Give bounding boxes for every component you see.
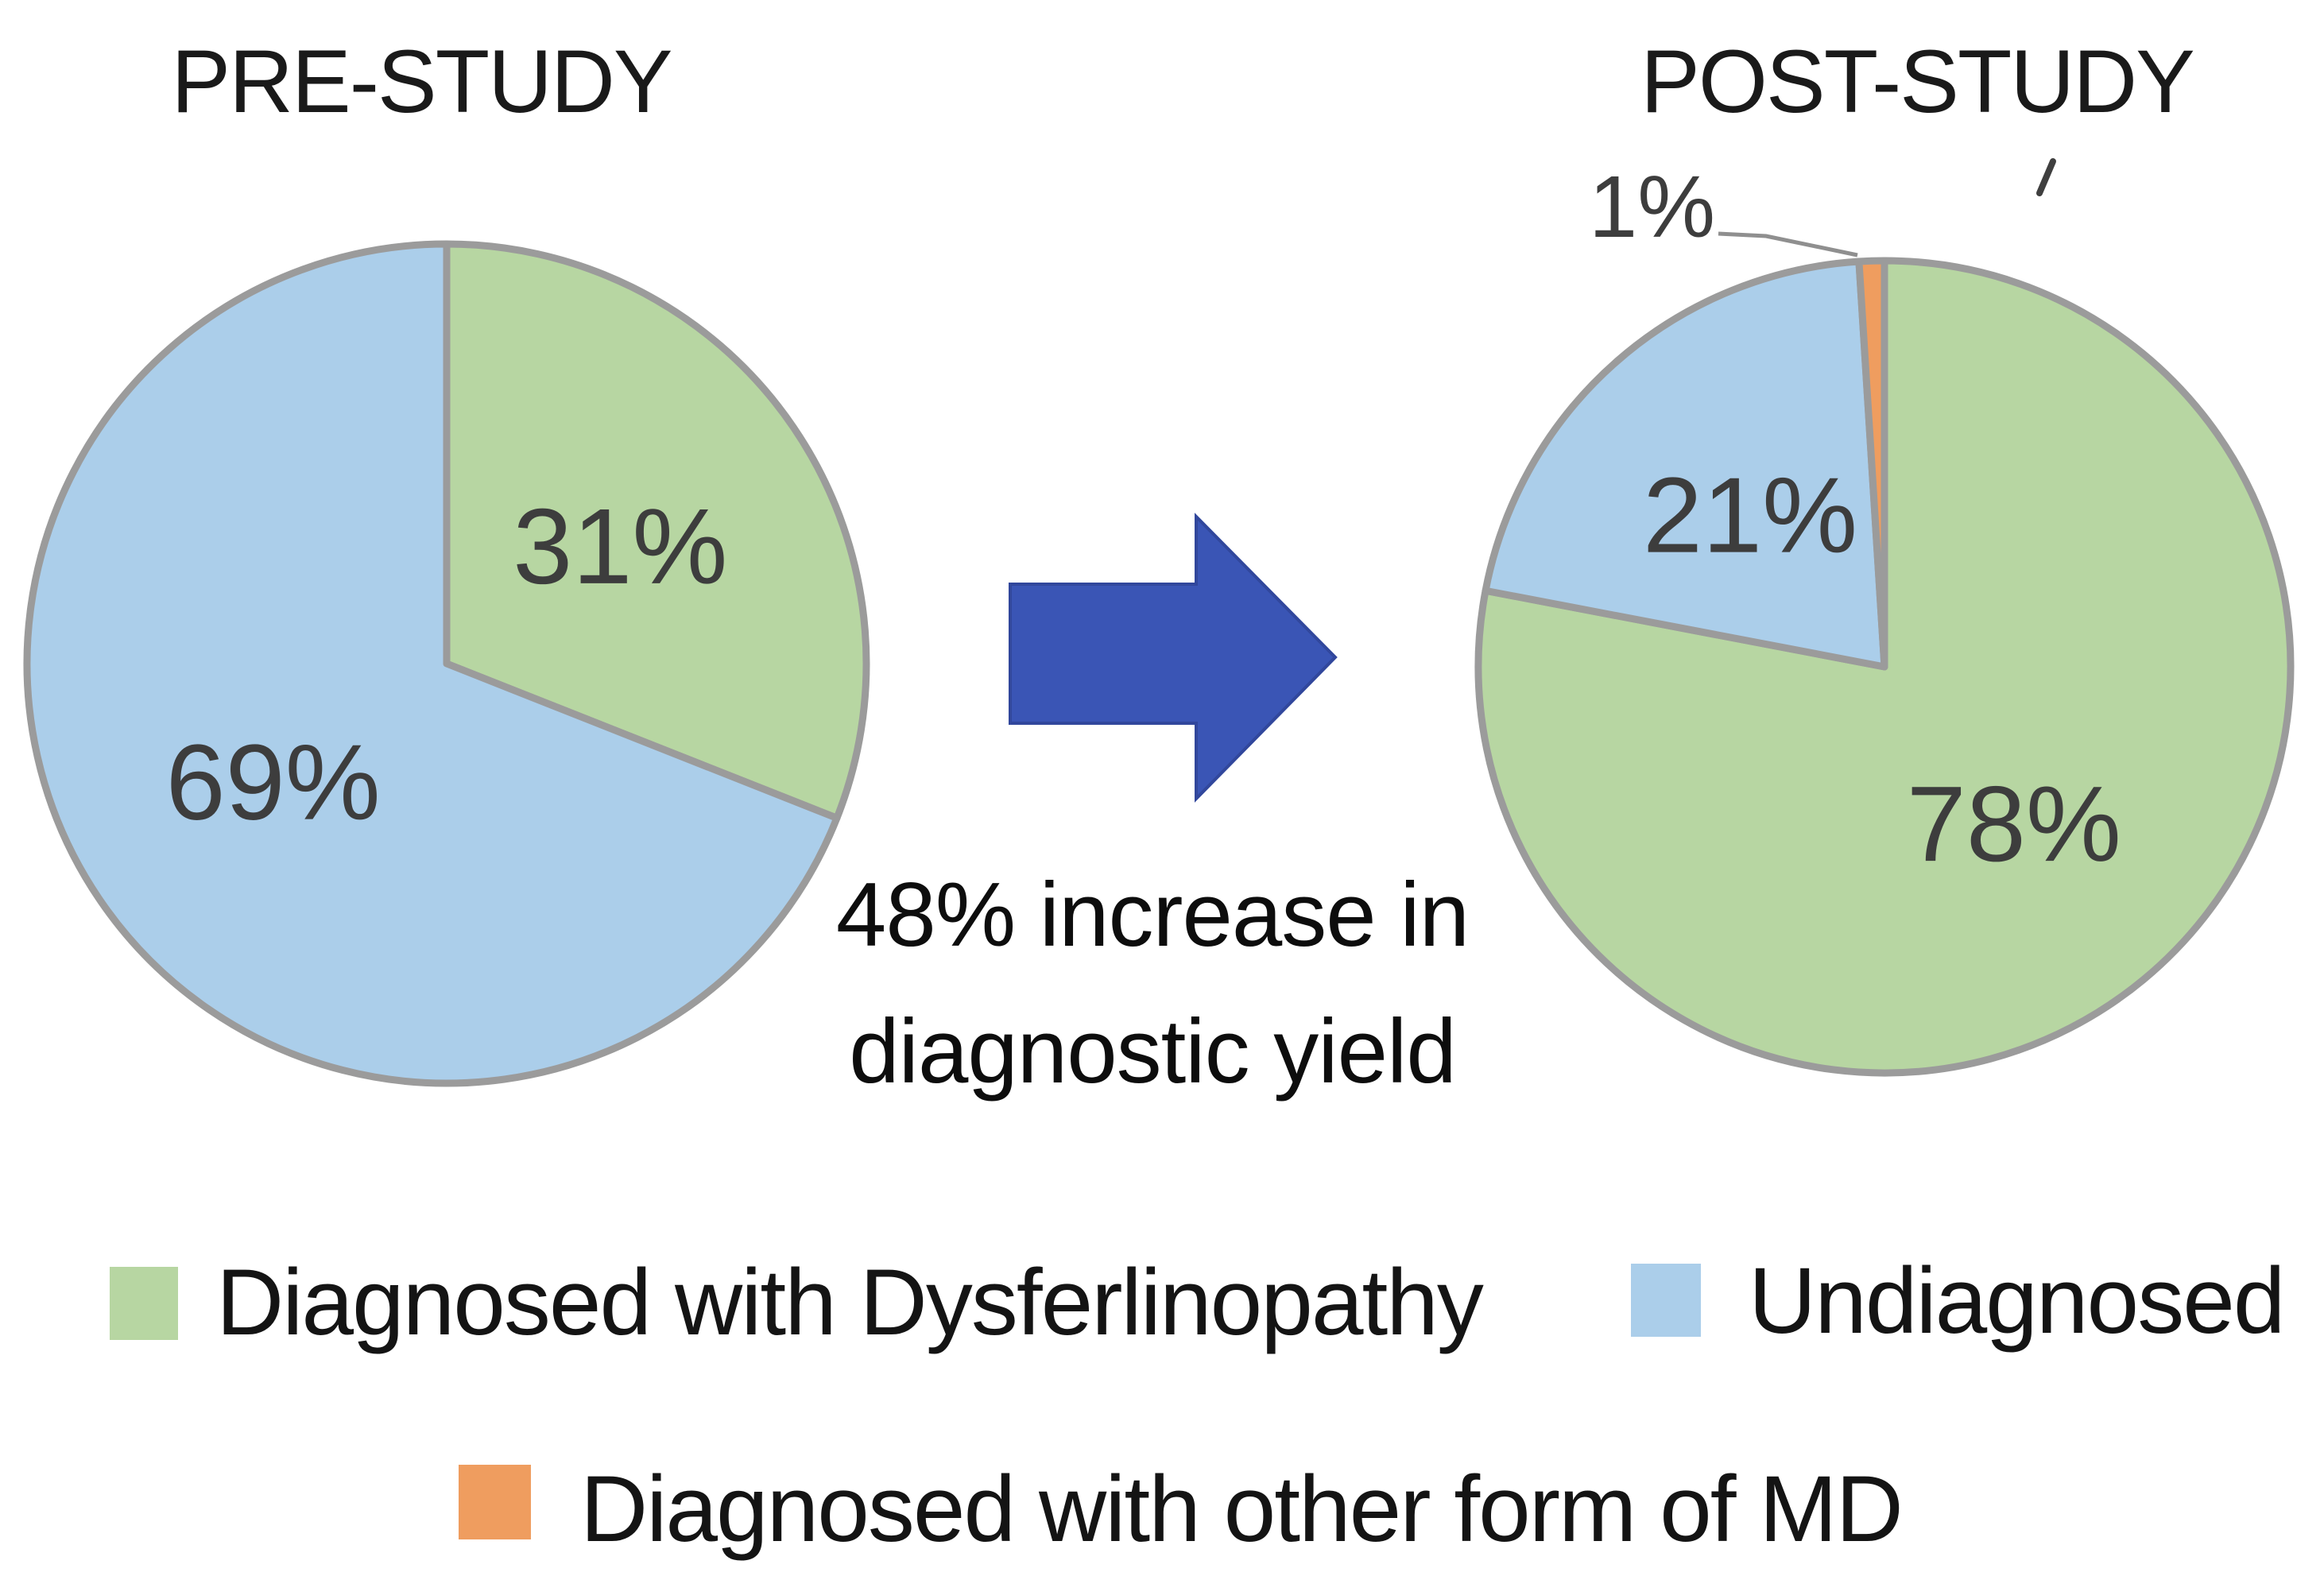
legend-swatch-dysferlinopathy [110, 1267, 178, 1340]
one-percent-label: 1% [1589, 158, 1715, 256]
increase-note-line2: diagnostic yield [849, 1001, 1456, 1102]
pie-slice-blue [1482, 258, 1888, 671]
increase-note-line1: 48% increase in [835, 865, 1470, 966]
pie-slice-blue [23, 240, 841, 1087]
pie-slice-green [443, 240, 870, 822]
pie-slice-orange [1855, 257, 1888, 671]
pre-study-pie: 31% 69% [23, 240, 870, 1087]
increase-arrow [1009, 513, 1338, 803]
pie-slice-green [1474, 257, 2295, 1077]
pie-value-label: 21% [1643, 455, 1857, 575]
pie-value-label: 31% [513, 486, 727, 606]
pie-value-label: 69% [166, 722, 381, 842]
post-study-pie: 78% 21% [1474, 257, 2295, 1077]
post-study-title: POST-STUDY [1640, 32, 2195, 131]
legend-swatch-other-md [459, 1465, 531, 1539]
stray-apostrophe-mark [2036, 158, 2056, 196]
legend-label-dysferlinopathy: Diagnosed with Dysferlinopathy [216, 1250, 1484, 1355]
pie-value-label: 78% [1907, 764, 2121, 884]
increase-note: 48% increase in diagnostic yield [803, 847, 1502, 1121]
pre-study-title: PRE-STUDY [171, 32, 672, 131]
one-percent-leader-line [1718, 231, 1858, 258]
legend-swatch-undiagnosed [1631, 1264, 1701, 1337]
legend-label-undiagnosed: Undiagnosed [1749, 1249, 2285, 1353]
legend-label-other-md: Diagnosed with other form of MD [580, 1457, 1904, 1562]
